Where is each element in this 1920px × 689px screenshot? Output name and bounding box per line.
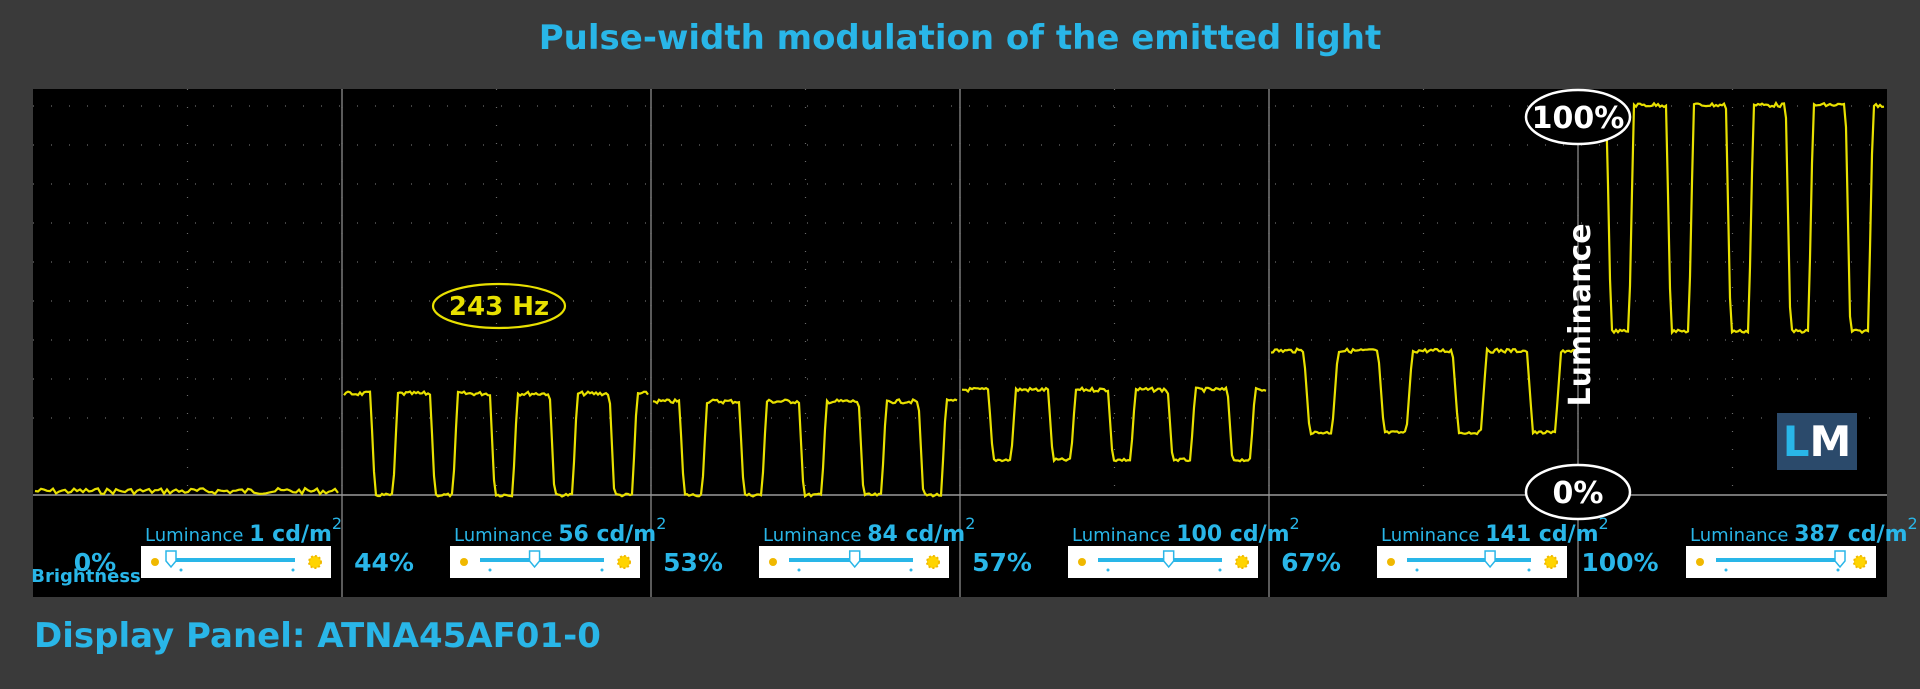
unit-superscript: 2 (1908, 514, 1918, 533)
slider-tick (1415, 568, 1419, 572)
y-top-label: 100% (1532, 101, 1625, 136)
frequency-label: 243 Hz (449, 292, 549, 322)
slider-tick (1106, 568, 1110, 572)
chart-title: Pulse-width modulation of the emitted li… (538, 18, 1382, 58)
luminance-value: 1 cd/m (249, 522, 332, 547)
sun-small-icon (1696, 558, 1704, 566)
brightness-value: 67% (1281, 548, 1341, 577)
brightness-value: 0% (74, 548, 116, 577)
lm-logo (1777, 413, 1857, 470)
top-percent-badge (1524, 88, 1632, 146)
pwm-trace-0 (34, 486, 339, 496)
slider-tick (291, 568, 295, 572)
sun-small-icon (769, 558, 777, 566)
slider-thumb (165, 550, 177, 569)
sun-large-icon (617, 555, 631, 569)
slider-tick (1527, 568, 1531, 572)
sun-large-icon (1853, 555, 1867, 569)
brightness-value: 57% (972, 548, 1032, 577)
sun-small-icon (1078, 558, 1086, 566)
luminance-value: 387 cd/m (1794, 522, 1907, 547)
sun-large-icon (1235, 555, 1249, 569)
luminance-value: 141 cd/m (1485, 522, 1598, 547)
brightness-value: 100% (1581, 548, 1658, 577)
luminance-value: 100 cd/m (1176, 522, 1289, 547)
pwm-trace-44 (343, 389, 649, 498)
slider-thumb (1484, 550, 1496, 569)
slider-thumb (1834, 550, 1846, 569)
bottom-percent-badge (1524, 463, 1632, 521)
y-bottom-label: 0% (1553, 476, 1604, 511)
unit-superscript: 2 (656, 514, 666, 533)
brightness-value: 44% (354, 548, 414, 577)
unit-superscript: 2 (1599, 514, 1609, 533)
slider-tick (488, 568, 492, 572)
slider-tick (909, 568, 913, 572)
brightness-value: 53% (663, 548, 723, 577)
sun-small-icon (151, 558, 159, 566)
slider-tick (600, 568, 604, 572)
sun-large-icon (308, 555, 322, 569)
sun-large-icon (1544, 555, 1558, 569)
luminance-value: 56 cd/m (558, 522, 656, 547)
brightness-caption: Brightness (31, 566, 141, 587)
unit-superscript: 2 (1290, 514, 1300, 533)
frequency-badge (431, 282, 567, 330)
slider-tick (797, 568, 801, 572)
y-axis-label: Luminance (1563, 223, 1598, 406)
slider-tick (1724, 568, 1728, 572)
pwm-trace-57 (961, 385, 1267, 464)
pwm-trace-100 (1580, 100, 1885, 336)
slider-tick (179, 568, 183, 572)
slider-thumb (1162, 550, 1175, 569)
display-panel-label: Display Panel: ATNA45AF01-0 (34, 616, 601, 656)
slider-tick (1218, 568, 1222, 572)
unit-superscript: 2 (965, 514, 975, 533)
sun-large-icon (926, 555, 940, 569)
slider-thumb (848, 550, 861, 569)
pwm-trace-53 (652, 397, 958, 498)
slider-thumb (528, 550, 541, 569)
sun-small-icon (1387, 558, 1395, 566)
pwm-trace-67 (1270, 346, 1576, 436)
lm-logo-text: LM (1783, 417, 1852, 466)
unit-superscript: 2 (332, 514, 342, 533)
sun-small-icon (460, 558, 468, 566)
luminance-value: 84 cd/m (867, 522, 965, 547)
slider-tick (1836, 568, 1840, 572)
